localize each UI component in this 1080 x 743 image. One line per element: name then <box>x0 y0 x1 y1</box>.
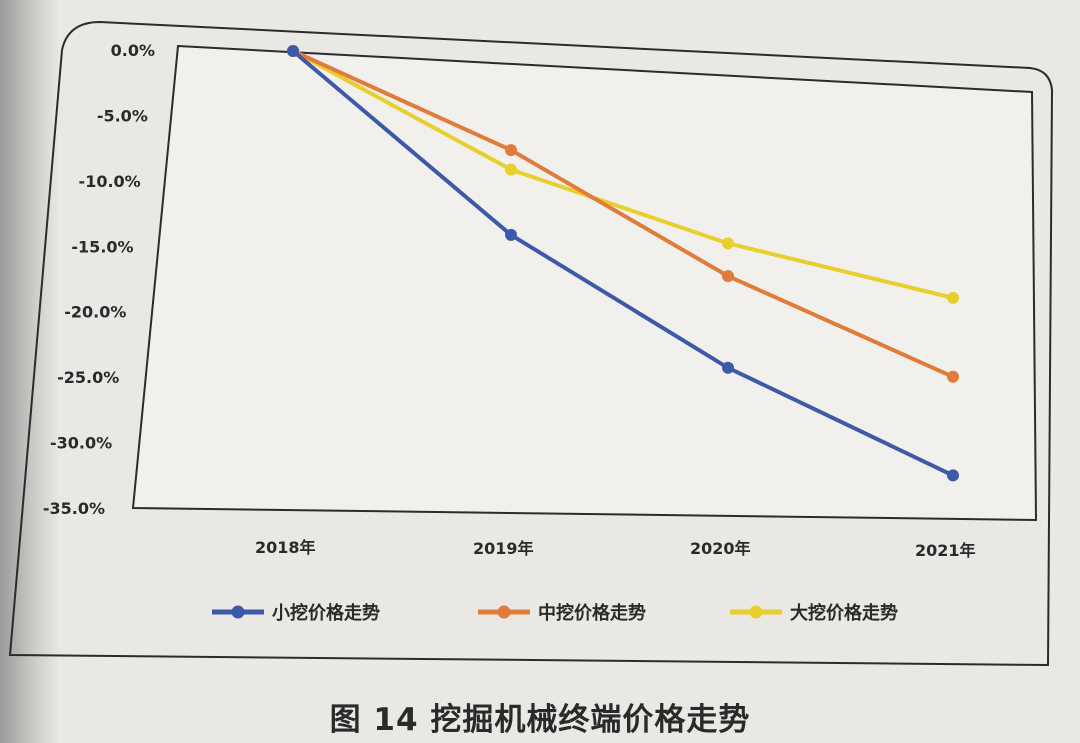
x-tick-label: 2021年 <box>915 541 976 560</box>
plot-series <box>287 45 959 482</box>
data-point-marker <box>947 469 959 482</box>
plot-area-border <box>131 44 1038 522</box>
legend: 小挖价格走势 中挖价格走势 大挖价格走势 <box>212 602 898 624</box>
x-tick-label: 2018年 <box>255 538 316 557</box>
legend-swatch-marker <box>749 605 763 619</box>
legend-label: 小挖价格走势 <box>272 602 380 624</box>
data-point-marker <box>505 163 517 176</box>
y-tick-label: -15.0% <box>71 237 133 256</box>
x-axis: 2018年 2019年 2020年 2021年 <box>255 538 976 560</box>
data-point-marker <box>505 144 517 157</box>
data-point-marker <box>947 370 959 383</box>
data-point-marker <box>287 45 299 57</box>
x-tick-label: 2020年 <box>690 539 751 558</box>
y-tick-label: -35.0% <box>43 499 105 518</box>
y-tick-label: 0.0% <box>111 41 155 60</box>
data-point-marker <box>947 291 959 304</box>
figure-caption: 图 14 挖掘机械终端价格走势 <box>329 702 751 738</box>
page-edge-shadow <box>0 0 60 743</box>
legend-label: 大挖价格走势 <box>790 602 898 624</box>
y-tick-label: -20.0% <box>64 303 126 322</box>
data-point-marker <box>722 361 734 374</box>
data-point-marker <box>722 270 734 283</box>
legend-swatch-marker <box>497 605 511 619</box>
series-line <box>292 49 954 379</box>
data-point-marker <box>505 228 517 241</box>
data-point-marker <box>722 237 734 250</box>
outer-border <box>8 20 1054 667</box>
y-tick-label: -25.0% <box>57 368 119 387</box>
y-axis: 0.0% -5.0% -10.0% -15.0% -20.0% -25.0% -30.0% -… <box>43 41 155 518</box>
y-tick-label: -30.0% <box>50 434 112 453</box>
series-line <box>292 49 954 300</box>
y-tick-label: -5.0% <box>97 106 148 125</box>
legend-label: 中挖价格走势 <box>538 602 646 624</box>
y-tick-label: -10.0% <box>79 172 141 191</box>
x-tick-label: 2019年 <box>473 539 534 558</box>
legend-swatch-marker <box>231 605 245 619</box>
series-line <box>291 49 954 478</box>
